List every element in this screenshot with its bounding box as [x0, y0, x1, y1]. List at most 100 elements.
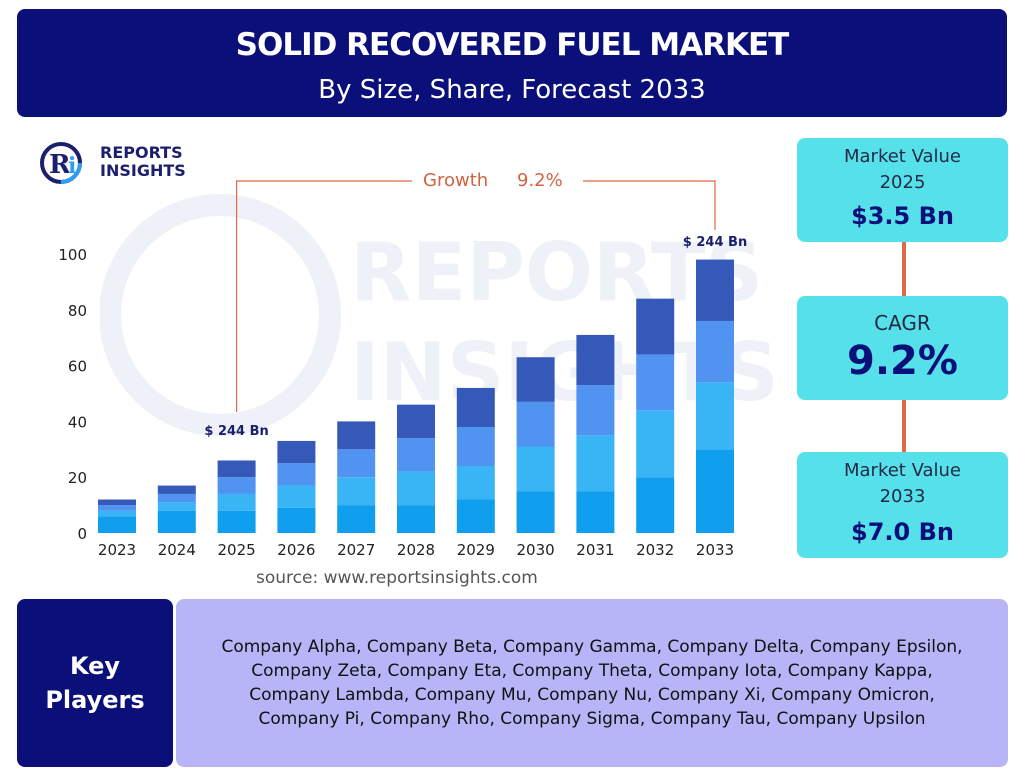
- key-players-label: Key Players: [17, 599, 173, 767]
- bar-segment: [636, 477, 675, 533]
- bar-segment: [636, 298, 675, 355]
- bar-segment: [337, 449, 376, 478]
- bar-segment: [397, 404, 435, 439]
- svg-text:R: R: [49, 150, 71, 180]
- bar-segment: [98, 505, 136, 511]
- x-tick-label: 2029: [457, 541, 495, 559]
- bar-segment: [337, 421, 376, 450]
- card-2025-label-2: 2025: [879, 172, 926, 193]
- bar-segment: [696, 449, 734, 533]
- data-label-2025: $ 244 Bn: [204, 424, 268, 439]
- svg-text:i: i: [68, 153, 76, 179]
- card-2033-value: $7.0 Bn: [851, 518, 954, 546]
- logo: R i REPORTS INSIGHTS: [40, 140, 200, 186]
- y-tick-label: 100: [58, 246, 87, 264]
- watermark-text-1: REPORTS: [350, 226, 763, 319]
- key-players-list: Company Alpha, Company Beta, Company Gam…: [176, 599, 1008, 767]
- growth-value: 9.2%: [517, 170, 563, 191]
- bar-segment: [397, 471, 435, 506]
- bar-segment: [456, 426, 495, 467]
- bar-segment: [217, 477, 256, 494]
- x-tick-label: 2026: [277, 541, 315, 559]
- bar-segment: [516, 491, 555, 533]
- bar-segment: [516, 401, 555, 447]
- bar-segment: [157, 510, 196, 533]
- bar-segment: [277, 507, 316, 533]
- y-tick-label: 60: [68, 358, 87, 376]
- bar-segment: [696, 320, 734, 383]
- chart-subtitle: By Size, Share, Forecast 2033: [318, 75, 706, 105]
- bar-segment: [397, 438, 435, 472]
- x-tick-label: 2028: [397, 541, 435, 559]
- x-tick-label: 2025: [218, 541, 256, 559]
- card-2033-label-1: Market Value: [843, 460, 962, 481]
- logo-line-2: INSIGHTS: [100, 161, 186, 180]
- card-market-value-2025: Market Value 2025 $3.5 Bn: [797, 138, 1008, 242]
- card-cagr: CAGR 9.2%: [797, 296, 1008, 400]
- bar-segment: [636, 354, 675, 411]
- bar-segment: [576, 491, 615, 533]
- key-players-label-1: Key: [69, 652, 121, 680]
- bar-segment: [696, 259, 734, 321]
- ri-logo-icon: R i: [40, 142, 82, 184]
- stacked-bar-chart: 0 20 40 60 80 100 2023 2024 2025 2026 2027 2028 2029…: [58, 170, 747, 559]
- bar-segment: [98, 499, 136, 506]
- key-players-line: Company Zeta, Company Eta, Company Theta…: [251, 661, 933, 681]
- bar-segment: [516, 357, 555, 402]
- chart-title: SOLID RECOVERED FUEL MARKET: [235, 27, 790, 63]
- growth-line-left: [236, 180, 412, 412]
- bar-segment: [337, 477, 376, 506]
- card-2033-label-2: 2033: [879, 486, 926, 507]
- bar-segment: [277, 440, 316, 464]
- bar-segment: [157, 493, 196, 503]
- watermark: REPORTS INSIGHTS: [100, 194, 779, 436]
- bar-segment: [456, 387, 495, 427]
- data-label-2033: $ 244 Bn: [683, 235, 747, 250]
- x-tick-label: 2023: [98, 541, 136, 559]
- connector-line-1: [902, 242, 906, 296]
- bar-segment: [576, 435, 615, 492]
- source-note: source: www.reportsinsights.com: [256, 568, 538, 588]
- bar-segment: [217, 493, 256, 511]
- key-players-line: Company Pi, Company Rho, Company Sigma, …: [258, 709, 926, 729]
- card-cagr-value: 9.2%: [847, 338, 958, 384]
- bar-segment: [636, 410, 675, 478]
- x-tick-label: 2033: [696, 541, 734, 559]
- bar-segment: [576, 334, 615, 386]
- bar-segment: [157, 485, 196, 494]
- bar-segment: [696, 382, 734, 450]
- growth-label: Growth: [423, 170, 488, 191]
- x-tick-label: 2030: [517, 541, 555, 559]
- growth-line-right: [583, 180, 716, 230]
- x-tick-label: 2032: [636, 541, 674, 559]
- x-tick-label: 2031: [576, 541, 614, 559]
- card-2025-label-1: Market Value: [843, 146, 962, 167]
- bar-segment: [98, 510, 136, 517]
- watermark-circle-icon: [100, 194, 341, 436]
- bar-segment: [217, 510, 256, 533]
- card-cagr-label: CAGR: [874, 311, 931, 335]
- key-players-label-2: Players: [45, 686, 145, 714]
- bar-segment: [277, 463, 316, 486]
- bar-segment: [456, 466, 495, 500]
- bar-segment: [456, 499, 495, 533]
- x-tick-label: 2027: [337, 541, 375, 559]
- bar-segment: [397, 505, 435, 533]
- bar-segment: [217, 460, 256, 478]
- bar-segment: [277, 485, 316, 508]
- card-2025-value: $3.5 Bn: [851, 202, 954, 230]
- x-tick-label: 2024: [158, 541, 196, 559]
- y-tick-label: 40: [68, 413, 87, 431]
- logo-line-1: REPORTS: [100, 143, 183, 162]
- connector-line-2: [902, 400, 906, 452]
- y-tick-label: 20: [68, 469, 87, 487]
- bar-segment: [157, 502, 196, 511]
- y-tick-label: 80: [68, 302, 87, 320]
- title-banner: SOLID RECOVERED FUEL MARKET By Size, Sha…: [17, 9, 1007, 117]
- bar-segment: [98, 516, 136, 533]
- key-players-line: Company Alpha, Company Beta, Company Gam…: [221, 637, 963, 657]
- card-market-value-2033: Market Value 2033 $7.0 Bn: [797, 452, 1008, 558]
- bar-segment: [576, 385, 615, 436]
- key-players-line: Company Lambda, Company Mu, Company Nu, …: [249, 685, 935, 705]
- bar-segment: [516, 446, 555, 492]
